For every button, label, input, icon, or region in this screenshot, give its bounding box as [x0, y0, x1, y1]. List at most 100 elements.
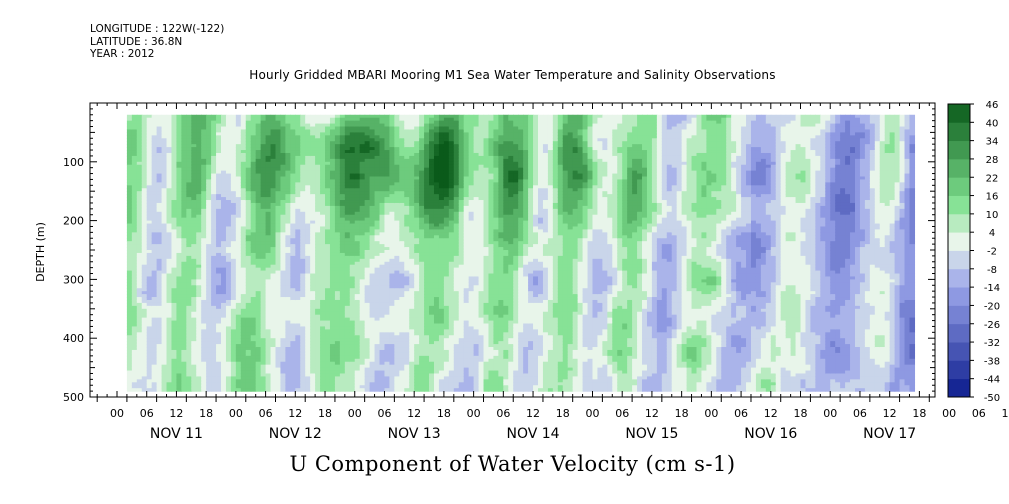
heatmap-cell [225, 185, 232, 189]
heatmap-cell [146, 226, 153, 231]
heatmap-cell [131, 144, 138, 148]
heatmap-cell [136, 173, 143, 178]
heatmap-cell [245, 344, 252, 348]
heatmap-cell [151, 323, 158, 328]
heatmap-cell [230, 205, 237, 210]
heatmap-cell [295, 191, 301, 195]
heatmap-cell [285, 141, 291, 145]
heatmap-cell [181, 179, 187, 183]
heatmap-cell [151, 349, 158, 354]
heatmap-cell [211, 326, 217, 330]
heatmap-cell [141, 388, 148, 392]
heatmap-cell [196, 344, 202, 348]
latitude-label: LATITUDE : 36.8N [90, 35, 183, 48]
heatmap-cell [136, 235, 143, 239]
heatmap-cell [280, 114, 286, 119]
heatmap-cell [206, 294, 212, 298]
heatmap-cell [245, 223, 252, 228]
heatmap-cell [285, 308, 291, 313]
heatmap-cell [201, 135, 207, 139]
heatmap-cell [191, 379, 197, 383]
heatmap-cell [230, 144, 237, 148]
heatmap-cell [141, 138, 148, 142]
heatmap-cell [255, 126, 262, 131]
heatmap-cell [166, 191, 173, 195]
heatmap-cell [161, 170, 168, 175]
heatmap-cell [230, 276, 237, 280]
heatmap-cell [191, 355, 197, 360]
heatmap-cell [270, 264, 277, 269]
heatmap-cell [211, 185, 217, 189]
heatmap-cell [290, 314, 296, 319]
heatmap-cell [250, 150, 257, 154]
heatmap-cell [166, 276, 173, 280]
heatmap-cell [131, 194, 138, 198]
heatmap-cell [265, 349, 272, 354]
heatmap-cell [186, 323, 192, 328]
heatmap-cell [255, 152, 262, 157]
heatmap-cell [230, 388, 237, 392]
heatmap-cell [201, 370, 207, 375]
heatmap-cell [201, 276, 207, 280]
heatmap-cell [206, 220, 212, 225]
heatmap-cell [176, 264, 182, 269]
heatmap-cell [245, 308, 252, 313]
heatmap-cell [136, 250, 143, 254]
heatmap-cell [240, 200, 247, 204]
heatmap-cell [290, 382, 296, 386]
heatmap-cell [166, 114, 173, 119]
heatmap-cell [230, 329, 237, 333]
heatmap-cell [156, 379, 163, 383]
heatmap-cell [235, 152, 242, 157]
heatmap-cell [255, 176, 262, 181]
heatmap-cell [221, 250, 227, 254]
heatmap-cell [245, 173, 252, 178]
heatmap-cell [206, 314, 212, 319]
heatmap-cell [206, 179, 212, 183]
heatmap-cell [136, 385, 143, 389]
heatmap-cell [146, 182, 153, 186]
heatmap-cell [216, 355, 222, 360]
heatmap-cell [250, 247, 257, 251]
heatmap-cell [146, 150, 153, 154]
heatmap-cell [230, 335, 237, 339]
heatmap-cell [285, 188, 291, 192]
heatmap-cell [176, 341, 182, 345]
heatmap-cell [201, 211, 207, 216]
heatmap-cell [225, 164, 232, 169]
heatmap-cell [235, 238, 242, 242]
heatmap-cell [181, 352, 187, 357]
heatmap-cell [270, 252, 277, 257]
heatmap-cell [280, 205, 286, 210]
heatmap-cell [126, 291, 133, 295]
heatmap-cell [156, 217, 163, 222]
heatmap-cell [221, 164, 227, 169]
heatmap-cell [146, 208, 153, 213]
heatmap-cell [206, 167, 212, 172]
heatmap-cell [280, 252, 286, 257]
heatmap-cell [131, 326, 138, 330]
heatmap-cell [290, 311, 296, 316]
heatmap-cell [255, 229, 262, 233]
heatmap-cell [186, 247, 192, 251]
heatmap-cell [126, 229, 133, 233]
heatmap-cell [221, 150, 227, 154]
heatmap-cell [275, 150, 282, 154]
heatmap-cell [260, 329, 267, 333]
heatmap-cell [295, 250, 301, 254]
heatmap-cell [216, 138, 222, 142]
heatmap-cell [255, 147, 262, 151]
heatmap-cell [141, 361, 148, 366]
heatmap-cell [230, 129, 237, 133]
heatmap-cell [141, 232, 148, 236]
heatmap-cell [221, 305, 227, 310]
heatmap-cell [230, 311, 237, 316]
heatmap-cell [141, 170, 148, 175]
heatmap-cell [240, 238, 247, 242]
heatmap-cell [131, 291, 138, 295]
heatmap-cell [201, 152, 207, 157]
heatmap-cell [295, 349, 301, 354]
heatmap-cell [270, 202, 277, 207]
heatmap-cell [191, 144, 197, 148]
heatmap-cell [141, 250, 148, 254]
